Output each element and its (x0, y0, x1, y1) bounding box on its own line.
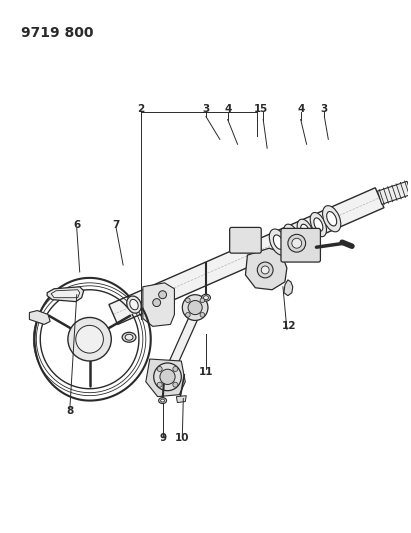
Polygon shape (164, 306, 202, 376)
Text: 8: 8 (66, 407, 74, 416)
Text: 3: 3 (321, 104, 328, 114)
Polygon shape (284, 280, 293, 296)
Ellipse shape (127, 296, 141, 313)
Text: 7: 7 (113, 221, 120, 230)
Circle shape (257, 262, 273, 278)
Polygon shape (143, 283, 174, 326)
Ellipse shape (273, 235, 284, 249)
Polygon shape (176, 395, 186, 402)
Ellipse shape (203, 296, 208, 300)
Circle shape (292, 238, 302, 248)
Polygon shape (146, 359, 185, 397)
Polygon shape (377, 181, 411, 204)
Circle shape (173, 382, 178, 387)
FancyBboxPatch shape (230, 228, 261, 253)
Circle shape (157, 382, 162, 387)
Text: 2: 2 (137, 104, 145, 114)
Ellipse shape (125, 334, 133, 340)
Polygon shape (245, 248, 287, 290)
FancyBboxPatch shape (281, 229, 321, 262)
Circle shape (188, 301, 202, 314)
Circle shape (200, 298, 205, 303)
Ellipse shape (310, 213, 326, 237)
Circle shape (157, 367, 162, 372)
Circle shape (173, 367, 178, 372)
Circle shape (261, 266, 269, 274)
Text: 1: 1 (254, 104, 261, 114)
Ellipse shape (122, 332, 136, 342)
Ellipse shape (130, 300, 138, 310)
Circle shape (76, 325, 104, 353)
Circle shape (186, 312, 190, 317)
Ellipse shape (301, 224, 309, 237)
Polygon shape (51, 290, 80, 297)
Text: 3: 3 (202, 104, 210, 114)
Circle shape (154, 363, 181, 391)
Ellipse shape (161, 399, 164, 402)
Circle shape (200, 312, 205, 317)
Ellipse shape (314, 218, 323, 231)
Text: 4: 4 (297, 104, 305, 114)
Circle shape (182, 295, 208, 320)
Text: 12: 12 (282, 321, 296, 332)
Circle shape (160, 369, 175, 384)
Text: 9719 800: 9719 800 (21, 26, 93, 39)
Text: 11: 11 (199, 367, 213, 377)
Ellipse shape (323, 206, 341, 232)
Ellipse shape (269, 229, 288, 255)
Polygon shape (47, 287, 84, 302)
Ellipse shape (284, 224, 300, 248)
Text: 9: 9 (159, 433, 166, 443)
Ellipse shape (297, 219, 313, 241)
Polygon shape (30, 311, 50, 325)
Text: 5: 5 (260, 104, 267, 114)
Polygon shape (109, 188, 384, 325)
Text: 6: 6 (73, 221, 81, 230)
Ellipse shape (159, 398, 166, 403)
Ellipse shape (287, 230, 296, 243)
Circle shape (186, 298, 190, 303)
Circle shape (68, 318, 111, 361)
Circle shape (153, 298, 161, 306)
Ellipse shape (201, 294, 210, 301)
Circle shape (159, 290, 166, 298)
Text: 10: 10 (175, 433, 189, 443)
Text: 4: 4 (224, 104, 231, 114)
Ellipse shape (327, 212, 337, 226)
Circle shape (288, 235, 306, 252)
